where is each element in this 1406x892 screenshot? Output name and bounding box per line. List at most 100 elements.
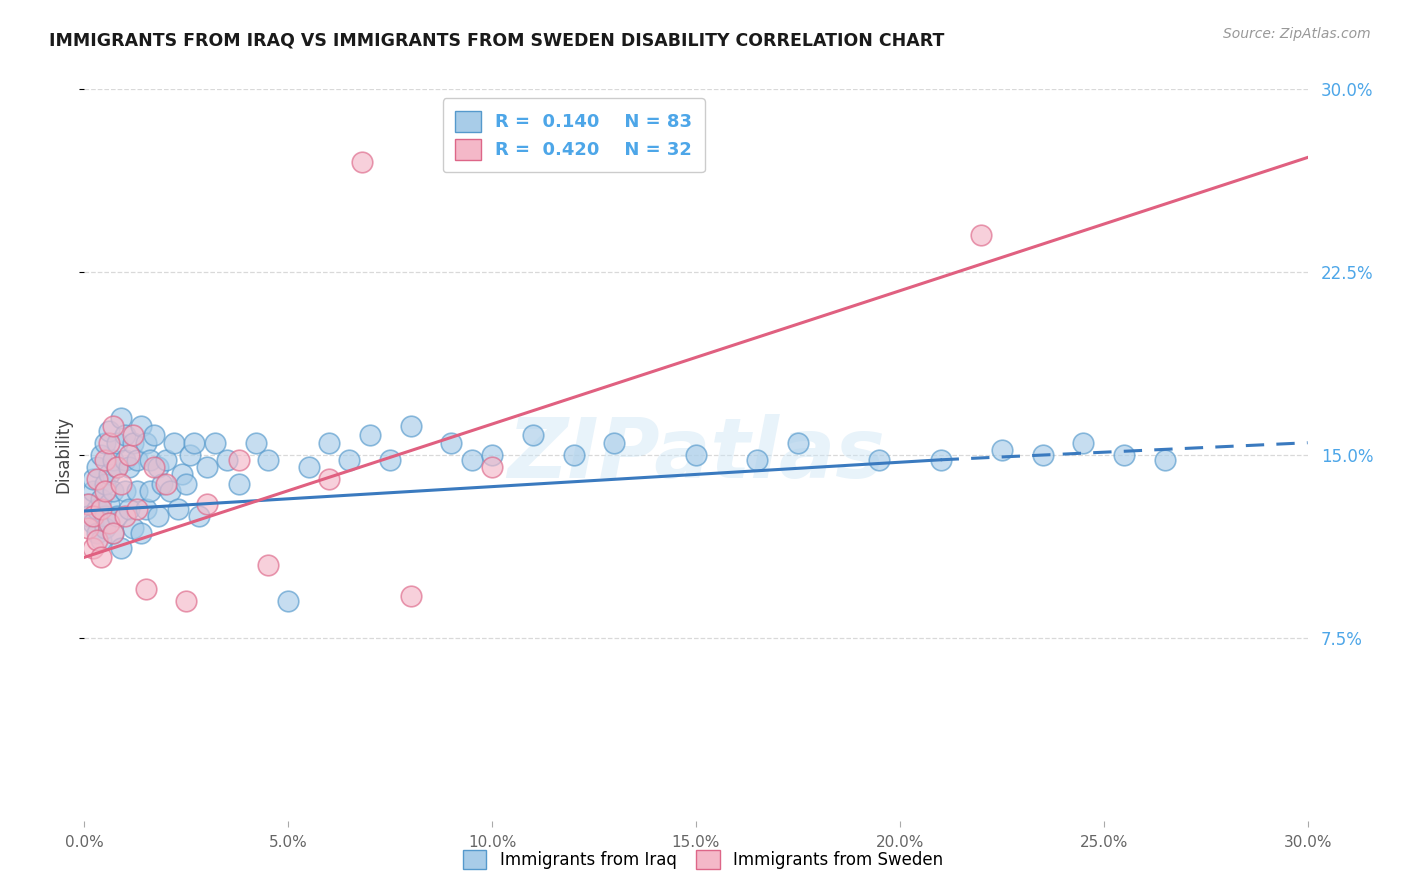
Point bbox=[101, 452, 124, 467]
Point bbox=[217, 452, 239, 467]
Point bbox=[93, 484, 115, 499]
Point bbox=[399, 590, 422, 604]
Point bbox=[93, 521, 115, 535]
Legend: R =  0.140    N = 83, R =  0.420    N = 32: R = 0.140 N = 83, R = 0.420 N = 32 bbox=[443, 98, 704, 172]
Point bbox=[77, 497, 100, 511]
Point bbox=[131, 525, 153, 540]
Point bbox=[114, 428, 136, 442]
Point bbox=[82, 484, 104, 499]
Point bbox=[359, 428, 381, 442]
Point bbox=[135, 582, 157, 596]
Point bbox=[93, 435, 115, 450]
Point bbox=[101, 418, 124, 433]
Point bbox=[142, 428, 165, 442]
Point bbox=[101, 525, 124, 540]
Point bbox=[1114, 448, 1136, 462]
Point bbox=[122, 428, 145, 442]
Point bbox=[77, 521, 100, 535]
Point bbox=[159, 484, 181, 499]
Point bbox=[138, 484, 160, 499]
Point bbox=[82, 472, 104, 486]
Point bbox=[195, 460, 218, 475]
Point bbox=[82, 508, 104, 523]
Point bbox=[77, 508, 100, 523]
Point bbox=[86, 501, 108, 516]
Point bbox=[118, 460, 141, 475]
Point bbox=[105, 460, 128, 475]
Point bbox=[1032, 448, 1054, 462]
Point bbox=[350, 155, 373, 169]
Point bbox=[138, 452, 160, 467]
Point bbox=[93, 508, 115, 523]
Point bbox=[399, 418, 422, 433]
Point bbox=[298, 460, 321, 475]
Point bbox=[603, 435, 626, 450]
Point bbox=[114, 508, 136, 523]
Point bbox=[131, 418, 153, 433]
Point bbox=[93, 452, 115, 467]
Point bbox=[277, 594, 299, 608]
Point bbox=[195, 497, 218, 511]
Point bbox=[127, 501, 149, 516]
Point bbox=[685, 448, 707, 462]
Point bbox=[155, 477, 177, 491]
Point bbox=[114, 452, 136, 467]
Point bbox=[1073, 435, 1095, 450]
Point bbox=[135, 501, 157, 516]
Point bbox=[155, 452, 177, 467]
Point bbox=[122, 521, 145, 535]
Point bbox=[142, 460, 165, 475]
Point bbox=[167, 501, 190, 516]
Point bbox=[257, 558, 280, 572]
Point bbox=[118, 501, 141, 516]
Point bbox=[97, 435, 120, 450]
Point bbox=[127, 452, 149, 467]
Point bbox=[82, 516, 104, 531]
Point bbox=[105, 460, 128, 475]
Point bbox=[90, 550, 112, 565]
Point bbox=[787, 435, 810, 450]
Point bbox=[257, 452, 280, 467]
Point bbox=[228, 477, 250, 491]
Point bbox=[127, 484, 149, 499]
Point bbox=[991, 443, 1014, 458]
Legend: Immigrants from Iraq, Immigrants from Sweden: Immigrants from Iraq, Immigrants from Sw… bbox=[453, 840, 953, 880]
Point bbox=[114, 484, 136, 499]
Point bbox=[122, 435, 145, 450]
Point bbox=[110, 411, 132, 425]
Point bbox=[105, 435, 128, 450]
Point bbox=[228, 452, 250, 467]
Point bbox=[86, 525, 108, 540]
Point bbox=[522, 428, 544, 442]
Point bbox=[1154, 452, 1177, 467]
Point bbox=[101, 484, 124, 499]
Point bbox=[929, 452, 952, 467]
Point bbox=[440, 435, 463, 450]
Point bbox=[172, 467, 194, 482]
Point bbox=[461, 452, 484, 467]
Point bbox=[135, 435, 157, 450]
Point bbox=[97, 467, 120, 482]
Point bbox=[187, 508, 209, 523]
Point bbox=[339, 452, 361, 467]
Point bbox=[97, 497, 120, 511]
Point bbox=[204, 435, 226, 450]
Text: ZIPatlas: ZIPatlas bbox=[508, 415, 884, 495]
Point bbox=[380, 452, 402, 467]
Point bbox=[97, 424, 120, 438]
Point bbox=[318, 435, 340, 450]
Point bbox=[105, 508, 128, 523]
Point bbox=[179, 448, 201, 462]
Point bbox=[90, 501, 112, 516]
Point bbox=[118, 448, 141, 462]
Point bbox=[245, 435, 267, 450]
Text: Source: ZipAtlas.com: Source: ZipAtlas.com bbox=[1223, 27, 1371, 41]
Point bbox=[150, 477, 173, 491]
Point bbox=[318, 472, 340, 486]
Y-axis label: Disability: Disability bbox=[55, 417, 73, 493]
Point bbox=[86, 472, 108, 486]
Point bbox=[183, 435, 205, 450]
Point bbox=[163, 435, 186, 450]
Point bbox=[90, 448, 112, 462]
Point bbox=[77, 497, 100, 511]
